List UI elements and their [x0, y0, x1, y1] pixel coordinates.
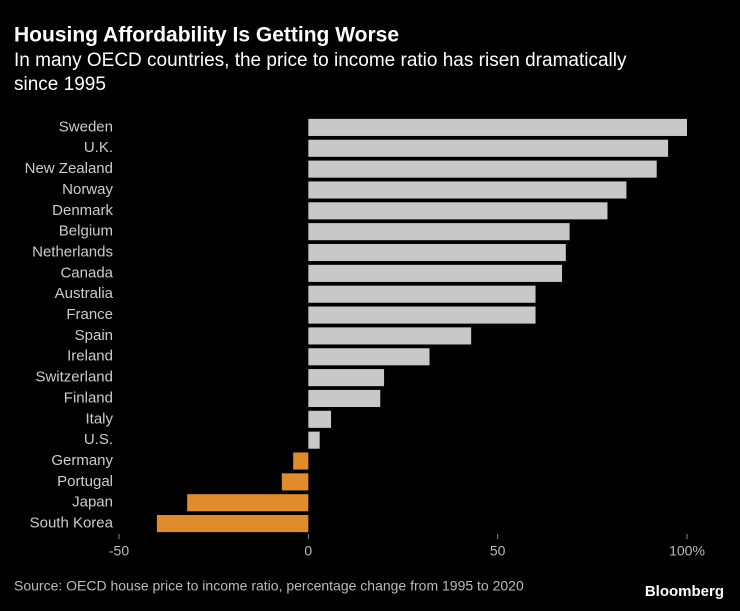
bar — [281, 473, 309, 491]
bar — [308, 369, 385, 387]
y-tick-label: Australia — [55, 285, 114, 302]
y-tick-label: Norway — [62, 181, 113, 198]
bar — [308, 348, 430, 366]
bar — [308, 223, 570, 241]
bar — [308, 118, 687, 136]
y-tick-label: Finland — [64, 389, 113, 406]
y-tick-label: Japan — [72, 494, 113, 511]
bar — [156, 515, 309, 533]
bar — [308, 202, 608, 220]
bar — [308, 264, 563, 282]
x-tick-label: 50 — [490, 543, 506, 559]
logo: Bloomberg — [645, 583, 724, 600]
y-tick-label: France — [66, 306, 113, 323]
chart-subtitle: since 1995 — [14, 74, 106, 95]
x-tick-label: -50 — [109, 543, 129, 559]
y-tick-label: New Zealand — [25, 160, 113, 177]
y-tick-label: Spain — [75, 327, 113, 344]
y-tick-label: South Korea — [30, 515, 114, 532]
bar — [308, 306, 536, 324]
y-tick-label: Ireland — [67, 348, 113, 365]
y-tick-label: Canada — [60, 264, 113, 281]
bar — [308, 181, 627, 199]
chart-subtitle: In many OECD countries, the price to inc… — [14, 50, 627, 71]
chart-title: Housing Affordability Is Getting Worse — [14, 24, 399, 47]
y-tick-label: Denmark — [52, 202, 113, 219]
source-note: Source: OECD house price to income ratio… — [14, 578, 524, 594]
bar — [308, 160, 657, 178]
y-tick-label: U.K. — [84, 139, 113, 156]
y-tick-label: Portugal — [57, 473, 113, 490]
bar — [308, 431, 320, 449]
y-tick-label: U.S. — [84, 431, 113, 448]
y-tick-label: Belgium — [59, 223, 113, 240]
bar — [308, 410, 332, 428]
bar — [308, 285, 536, 303]
bar — [308, 327, 472, 345]
y-tick-label: Sweden — [59, 118, 113, 135]
y-tick-label: Germany — [51, 452, 113, 469]
x-tick-label: 100% — [669, 543, 705, 559]
y-tick-label: Netherlands — [32, 243, 113, 260]
bar — [308, 139, 669, 157]
x-tick-label: 0 — [304, 543, 312, 559]
bar — [187, 494, 309, 512]
y-tick-label: Switzerland — [35, 369, 113, 386]
bar — [308, 389, 381, 408]
y-tick-label: Italy — [85, 410, 113, 427]
bar — [308, 243, 566, 262]
bar — [293, 452, 309, 470]
